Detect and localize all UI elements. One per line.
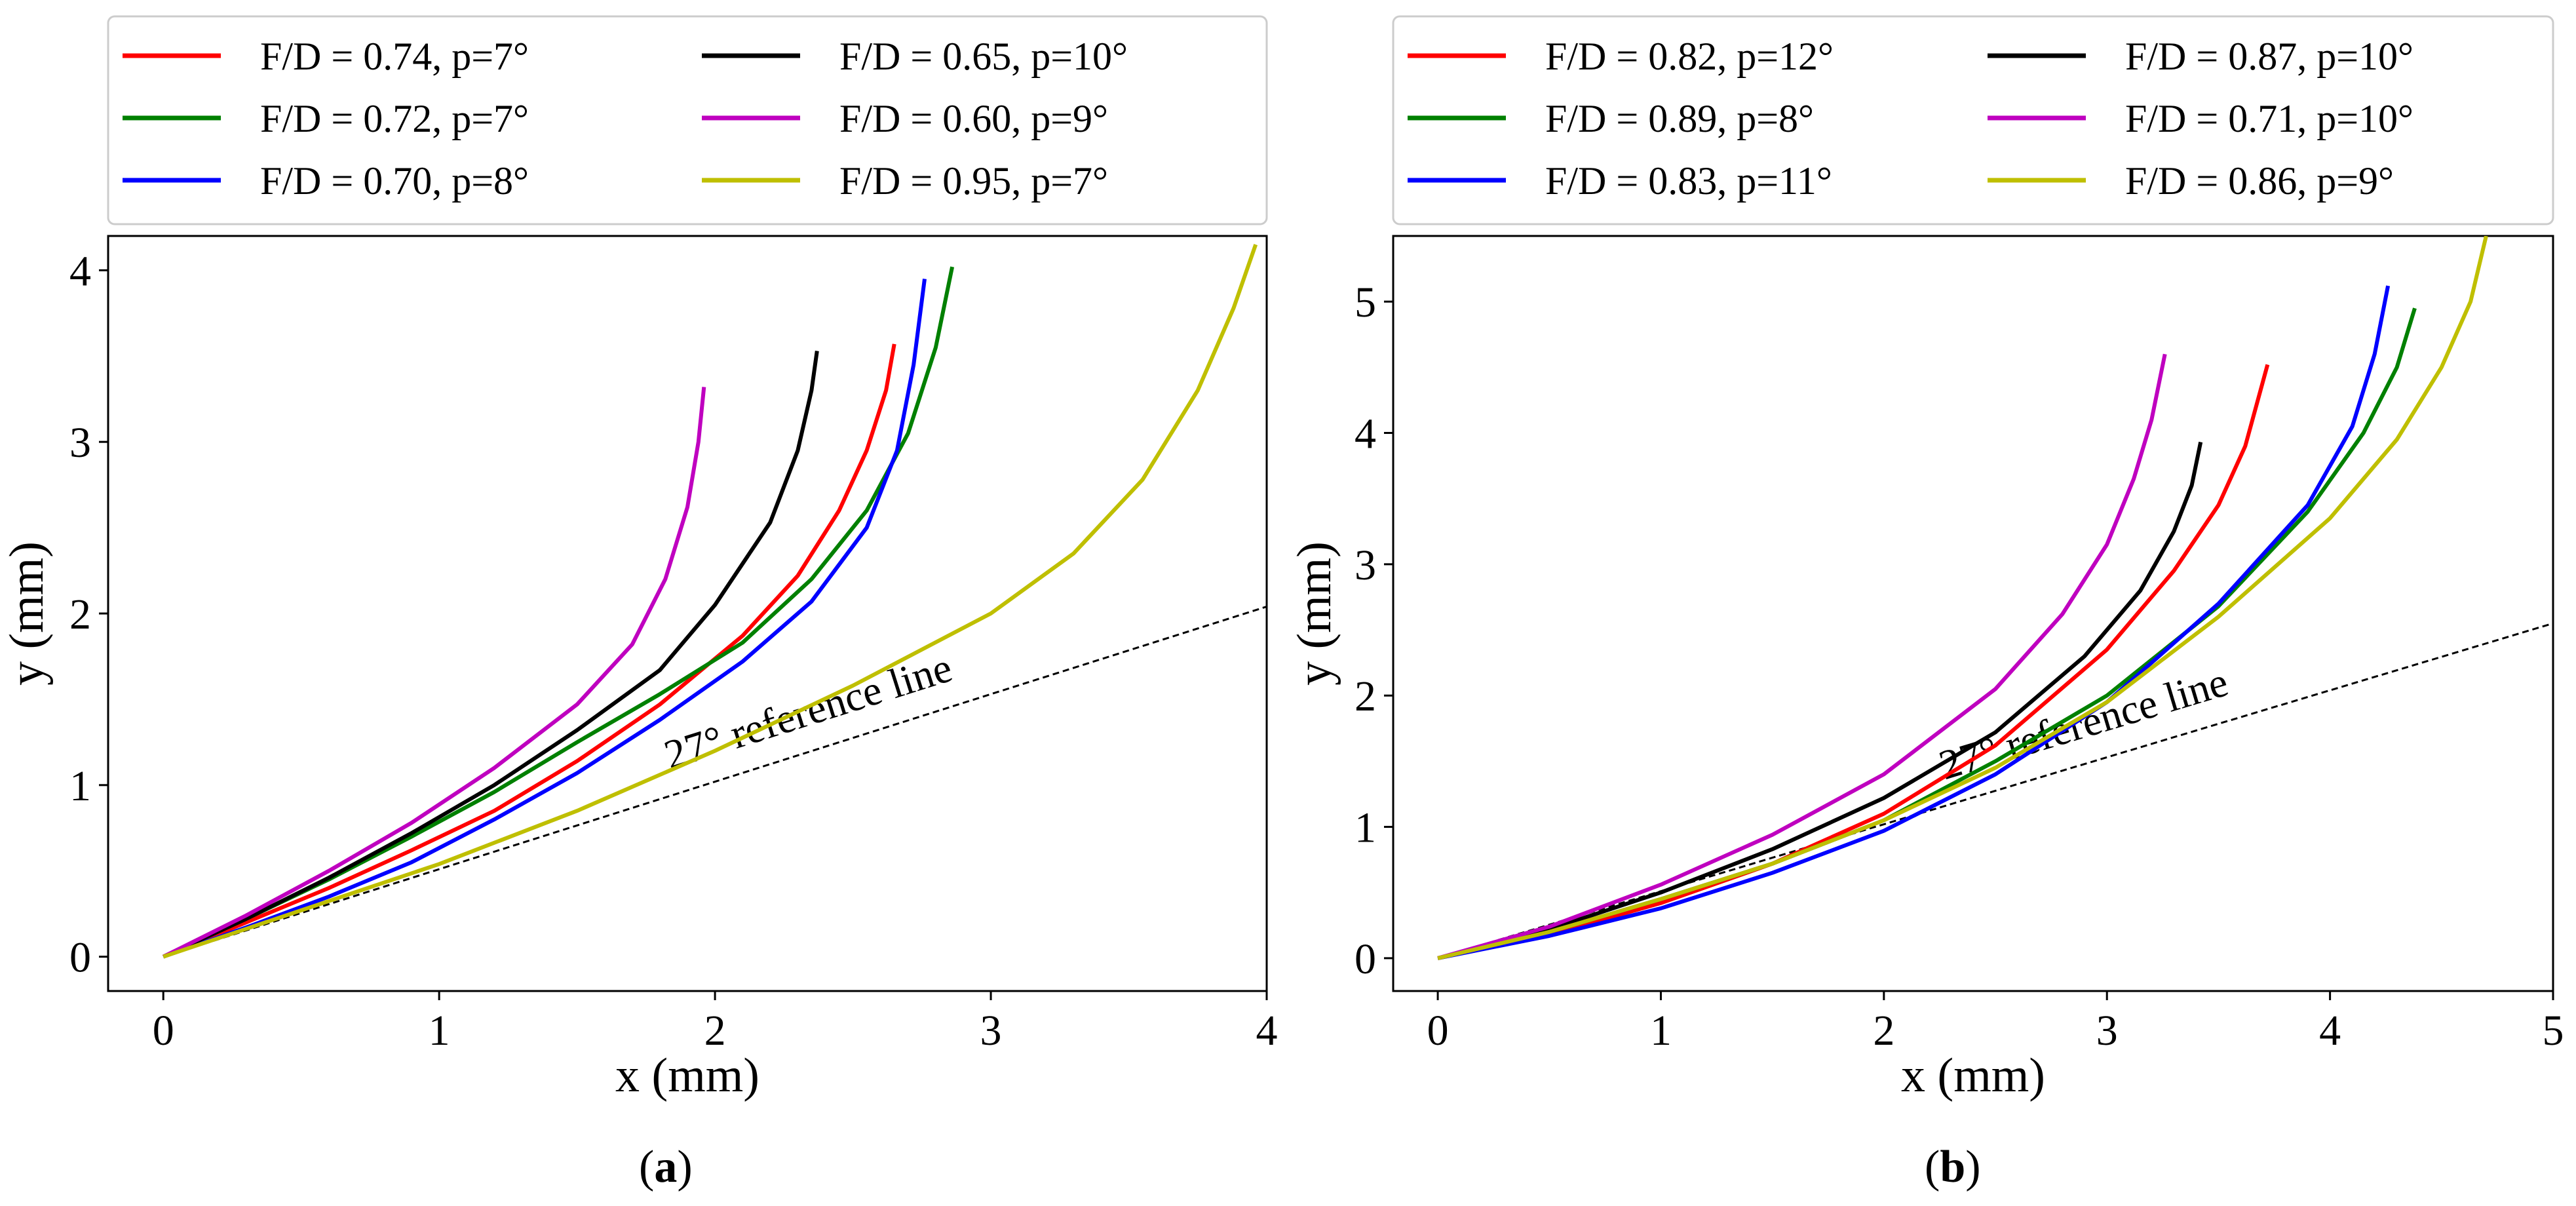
y-axis-label: y (mm) xyxy=(0,541,54,686)
y-tick-label: 0 xyxy=(1355,935,1376,983)
y-tick-label: 1 xyxy=(69,762,91,810)
x-tick-label: 4 xyxy=(2319,1007,2341,1055)
legend-label: F/D = 0.86, p=9° xyxy=(2125,159,2394,203)
x-axis-label: x (mm) xyxy=(1901,1049,2045,1102)
legend-label: F/D = 0.72, p=7° xyxy=(260,97,529,140)
y-tick-label: 3 xyxy=(1355,541,1376,589)
x-axis-label: x (mm) xyxy=(615,1049,759,1102)
y-tick-label: 4 xyxy=(1355,410,1376,458)
legend-box xyxy=(107,15,1268,225)
series-line-4 xyxy=(162,350,819,959)
legend-label: F/D = 0.60, p=9° xyxy=(839,97,1108,140)
legend-label: F/D = 0.87, p=10° xyxy=(2125,35,2413,78)
series-line-3 xyxy=(163,279,927,959)
x-tick-label: 2 xyxy=(704,1007,726,1055)
y-tick-label: 5 xyxy=(1355,279,1376,326)
y-tick-label: 2 xyxy=(69,591,91,638)
plot-frame xyxy=(1392,235,2554,992)
series-line-3 xyxy=(1437,285,2391,960)
x-tick-label: 4 xyxy=(1256,1007,1278,1055)
y-tick-label: 0 xyxy=(69,934,91,982)
series-line-2 xyxy=(162,266,955,959)
y-tick-label: 1 xyxy=(1355,804,1376,852)
y-axis-label: y (mm) xyxy=(1288,541,1341,686)
series-line-4 xyxy=(1437,441,2203,960)
series-line-5 xyxy=(1437,353,2167,960)
panel-caption: (b) xyxy=(1925,1142,1981,1192)
y-tick-label: 2 xyxy=(1355,672,1376,720)
panel-a: 0 1 2 3 4 0 1 2 3 4 x (mm) y (mm) 27° reference line… xyxy=(0,15,1278,1192)
legend-label: F/D = 0.83, p=11° xyxy=(1545,159,1832,203)
reference-line xyxy=(1437,622,2553,960)
y-tick-label: 4 xyxy=(69,247,91,295)
legend-label: F/D = 0.82, p=12° xyxy=(1545,35,1834,78)
legend-label: F/D = 0.74, p=7° xyxy=(260,35,529,78)
x-tick-label: 2 xyxy=(1873,1007,1894,1055)
legend-label: F/D = 0.70, p=8° xyxy=(260,159,529,203)
x-tick-label: 3 xyxy=(2096,1007,2118,1055)
reference-line-label: 27° reference line xyxy=(659,644,957,778)
reference-line xyxy=(163,606,1267,958)
series-line-1 xyxy=(1437,364,2270,960)
series-line-2 xyxy=(1437,307,2417,960)
x-tick-label: 1 xyxy=(1650,1007,1672,1055)
series-line-1 xyxy=(163,343,896,959)
x-tick-label: 3 xyxy=(980,1007,1002,1055)
series-line-5 xyxy=(162,387,706,959)
x-tick-label: 0 xyxy=(1427,1007,1449,1055)
panel-caption: (a) xyxy=(639,1142,693,1192)
x-tick-label: 1 xyxy=(429,1007,450,1055)
legend-box xyxy=(1392,15,2554,225)
y-tick-label: 3 xyxy=(69,419,91,467)
x-tick-label: 0 xyxy=(153,1007,174,1055)
series-line-6 xyxy=(163,244,1258,959)
legend-label: F/D = 0.71, p=10° xyxy=(2125,97,2413,140)
plot-frame xyxy=(107,235,1268,992)
legend-label: F/D = 0.89, p=8° xyxy=(1545,97,1814,140)
legend-label: F/D = 0.95, p=7° xyxy=(839,159,1108,203)
series-line-6 xyxy=(1437,236,2488,960)
x-tick-label: 5 xyxy=(2543,1007,2564,1055)
legend-label: F/D = 0.65, p=10° xyxy=(839,35,1128,78)
